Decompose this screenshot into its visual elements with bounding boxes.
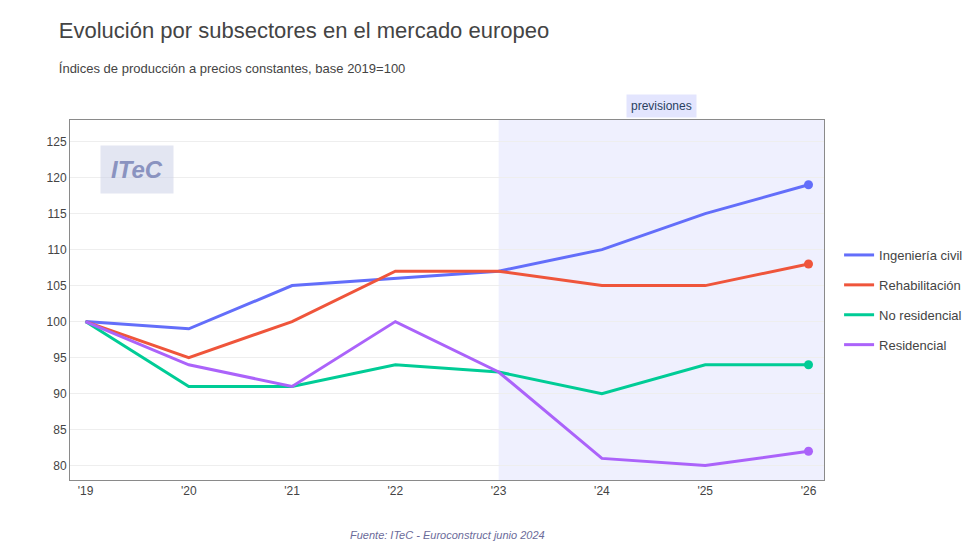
svg-text:'22: '22 xyxy=(388,484,404,498)
svg-text:No residencial: No residencial xyxy=(879,308,961,323)
svg-text:'23: '23 xyxy=(491,484,507,498)
svg-text:'25: '25 xyxy=(697,484,713,498)
svg-text:100: 100 xyxy=(47,315,67,329)
svg-text:105: 105 xyxy=(47,279,67,293)
svg-text:'24: '24 xyxy=(594,484,610,498)
svg-text:ITeC: ITeC xyxy=(111,156,163,183)
svg-text:Residencial: Residencial xyxy=(879,338,946,353)
svg-text:'21: '21 xyxy=(284,484,300,498)
svg-text:Evolución por subsectores en e: Evolución por subsectores en el mercado … xyxy=(59,18,549,43)
svg-text:115: 115 xyxy=(47,207,66,221)
svg-text:Ingeniería civil: Ingeniería civil xyxy=(879,248,962,263)
svg-text:Rehabilitación: Rehabilitación xyxy=(879,278,961,293)
svg-text:90: 90 xyxy=(53,387,67,401)
svg-text:'26: '26 xyxy=(801,484,817,498)
svg-text:125: 125 xyxy=(47,135,67,149)
svg-text:85: 85 xyxy=(53,423,67,437)
svg-text:'20: '20 xyxy=(181,484,197,498)
svg-text:95: 95 xyxy=(53,351,67,365)
svg-text:80: 80 xyxy=(53,459,67,473)
svg-text:110: 110 xyxy=(47,243,66,257)
svg-text:Índices de producción a precio: Índices de producción a precios constant… xyxy=(59,61,406,76)
svg-text:120: 120 xyxy=(47,171,67,185)
svg-text:previsiones: previsiones xyxy=(631,99,692,113)
svg-text:Fuente: ITeC - Euroconstruct j: Fuente: ITeC - Euroconstruct junio 2024 xyxy=(350,529,545,541)
svg-text:'19: '19 xyxy=(78,484,94,498)
